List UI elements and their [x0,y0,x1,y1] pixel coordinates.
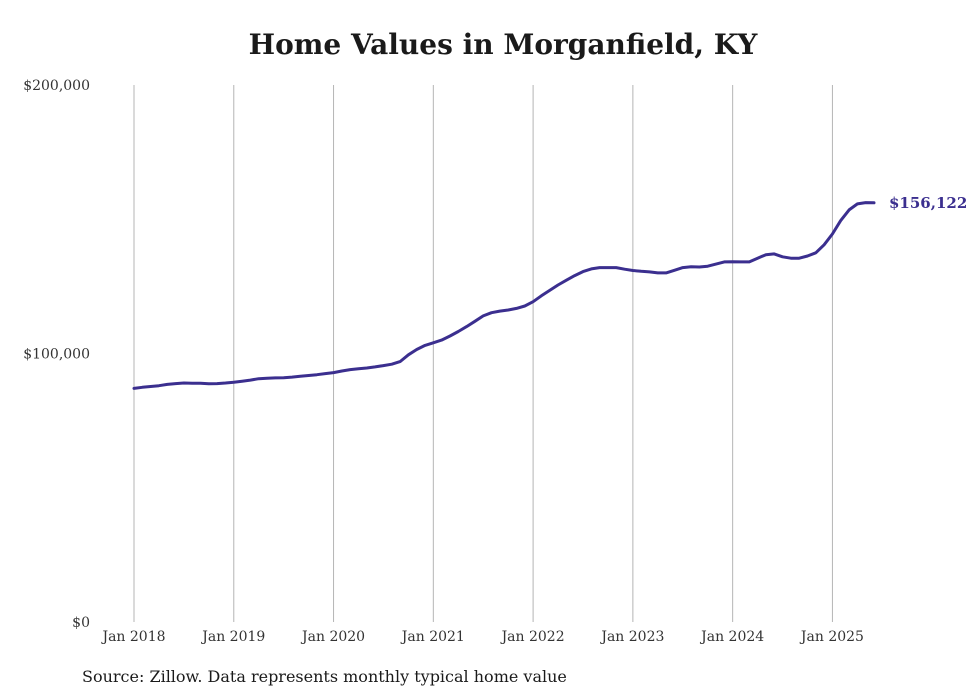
x-tick-label: Jan 2021 [400,629,465,645]
y-axis-tick-labels: $0 $100,000 $200,000 [23,78,90,631]
x-tick-label: Jan 2020 [300,629,365,645]
x-axis-tick-labels: Jan 2018 Jan 2019 Jan 2020 Jan 2021 Jan 2022… [100,629,863,645]
chart-title: Home Values in Morganfield, KY [248,28,758,61]
x-tick-label: Jan 2018 [100,629,165,645]
source-note: Source: Zillow. Data represents monthly … [82,667,567,686]
end-value-label: $156,122 [889,194,967,212]
y-tick-label: $200,000 [23,78,90,94]
y-tick-label: $100,000 [23,347,90,363]
end-value-label-group: $156,122 [889,194,967,212]
x-tick-label: Jan 2025 [799,629,864,645]
series-lines [132,201,876,390]
vertical-gridlines [133,85,833,622]
x-tick-label: Jan 2023 [599,629,664,645]
x-tick-label: Jan 2022 [500,629,565,645]
x-tick-label: Jan 2024 [699,629,764,645]
y-tick-label: $0 [72,615,90,631]
x-tick-label: Jan 2019 [200,629,265,645]
series-line [132,201,876,390]
line-chart: $0$100,000$200,000 Jan 2018 Jan 2019 Jan 2… [23,78,967,645]
